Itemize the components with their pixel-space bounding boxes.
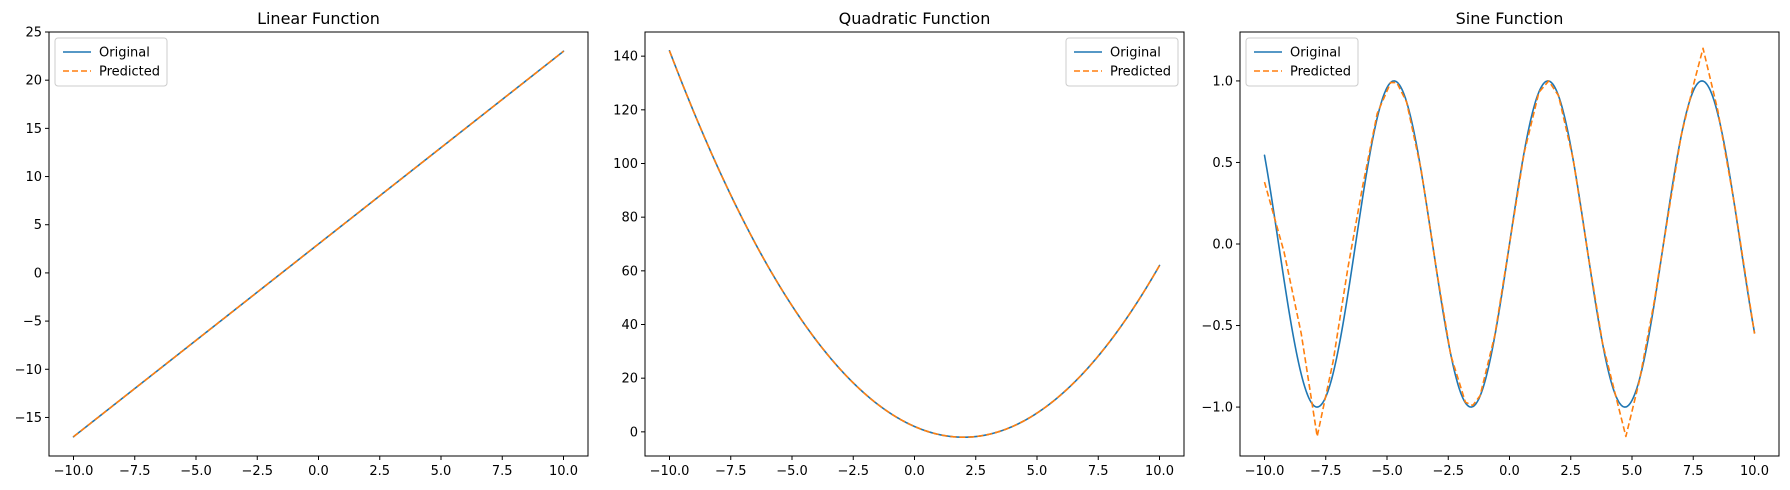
- x-tick-label: 5.0: [431, 464, 452, 479]
- y-tick-label: −15: [15, 411, 42, 426]
- chart-title: Quadratic Function: [839, 9, 991, 28]
- x-tick-label: 10.0: [1145, 464, 1174, 479]
- y-tick-label: 0.5: [1212, 156, 1233, 171]
- x-tick-label: −5.0: [1371, 464, 1403, 479]
- y-tick-label: 140: [613, 50, 638, 65]
- y-tick-label: 5: [34, 218, 42, 233]
- y-tick-label: 10: [25, 170, 42, 185]
- x-tick-label: −10.0: [1245, 464, 1285, 479]
- series-line-predicted: [73, 50, 564, 438]
- subplot-3: −10.0 −7.5 −5.0 −2.5 0.0 2.5 5.0 7.5 10.0 −1.0 −0.…: [1201, 9, 1780, 479]
- y-tick-label: 1.0: [1212, 74, 1233, 89]
- y-tick-label: 40: [621, 318, 638, 333]
- y-tick-label: 0: [34, 266, 42, 281]
- y-tick-label: −0.5: [1201, 319, 1233, 334]
- x-tick-label: −5.0: [776, 464, 808, 479]
- x-tick-label: −2.5: [837, 464, 869, 479]
- x-tick-label: 0.0: [1499, 464, 1520, 479]
- legend-label-original: Original: [1290, 46, 1341, 61]
- x-tick-label: 7.5: [1088, 464, 1109, 479]
- legend: Original Predicted: [1245, 37, 1359, 87]
- series-line-predicted: [668, 50, 1161, 439]
- y-tick-label: 120: [613, 103, 638, 118]
- x-tick-label: −5.0: [180, 464, 212, 479]
- x-tick-label: −2.5: [1432, 464, 1464, 479]
- x-tick-label: 2.5: [369, 464, 390, 479]
- y-tick-label: 0: [630, 425, 638, 440]
- legend: Original Predicted: [54, 37, 168, 87]
- x-tick-label: 0.0: [308, 464, 329, 479]
- y-tick-label: 60: [621, 264, 638, 279]
- legend: Original Predicted: [1065, 37, 1179, 87]
- legend-label-predicted: Predicted: [1290, 65, 1351, 80]
- subplot-2: −10.0 −7.5 −5.0 −2.5 0.0 2.5 5.0 7.5 10.0 0 20 40 60…: [613, 9, 1185, 479]
- x-tick-label: −10.0: [650, 464, 690, 479]
- x-tick-label: 7.5: [492, 464, 513, 479]
- y-tick-label: 25: [25, 26, 42, 41]
- legend-label-predicted: Predicted: [99, 65, 160, 80]
- x-tick-label: 10.0: [1740, 464, 1769, 479]
- x-tick-label: 5.0: [1027, 464, 1048, 479]
- y-tick-label: 80: [621, 211, 638, 226]
- x-tick-label: −7.5: [715, 464, 747, 479]
- legend-label-original: Original: [99, 46, 150, 61]
- subplot-1: −10.0 −7.5 −5.0 −2.5 0.0 2.5 5.0 7.5 10.0 −15 −10 −…: [15, 9, 589, 479]
- axes-frame: [644, 31, 1185, 457]
- x-tick-label: −2.5: [241, 464, 273, 479]
- series-line-original: [668, 49, 1161, 439]
- x-tick-label: 0.0: [904, 464, 925, 479]
- x-tick-label: 2.5: [965, 464, 986, 479]
- y-tick-label: 0.0: [1212, 238, 1233, 253]
- y-tick-label: 20: [621, 372, 638, 387]
- chart-title: Linear Function: [257, 9, 380, 28]
- y-tick-label: 15: [25, 122, 42, 137]
- x-tick-label: 2.5: [1560, 464, 1581, 479]
- x-tick-label: −10.0: [54, 464, 94, 479]
- chart-title: Sine Function: [1456, 9, 1564, 28]
- legend-label-predicted: Predicted: [1110, 65, 1171, 80]
- x-tick-label: −7.5: [1310, 464, 1342, 479]
- x-tick-label: 10.0: [549, 464, 578, 479]
- x-tick-label: −7.5: [119, 464, 151, 479]
- series-line-original: [1263, 80, 1756, 408]
- y-tick-label: 20: [25, 74, 42, 89]
- y-tick-label: −5: [23, 315, 42, 330]
- series-line-predicted: [1263, 47, 1756, 438]
- x-tick-label: 5.0: [1622, 464, 1643, 479]
- legend-label-original: Original: [1110, 46, 1161, 61]
- y-tick-label: −1.0: [1201, 401, 1233, 416]
- y-tick-label: −10: [15, 363, 42, 378]
- x-tick-label: 7.5: [1683, 464, 1704, 479]
- y-tick-label: 100: [613, 157, 638, 172]
